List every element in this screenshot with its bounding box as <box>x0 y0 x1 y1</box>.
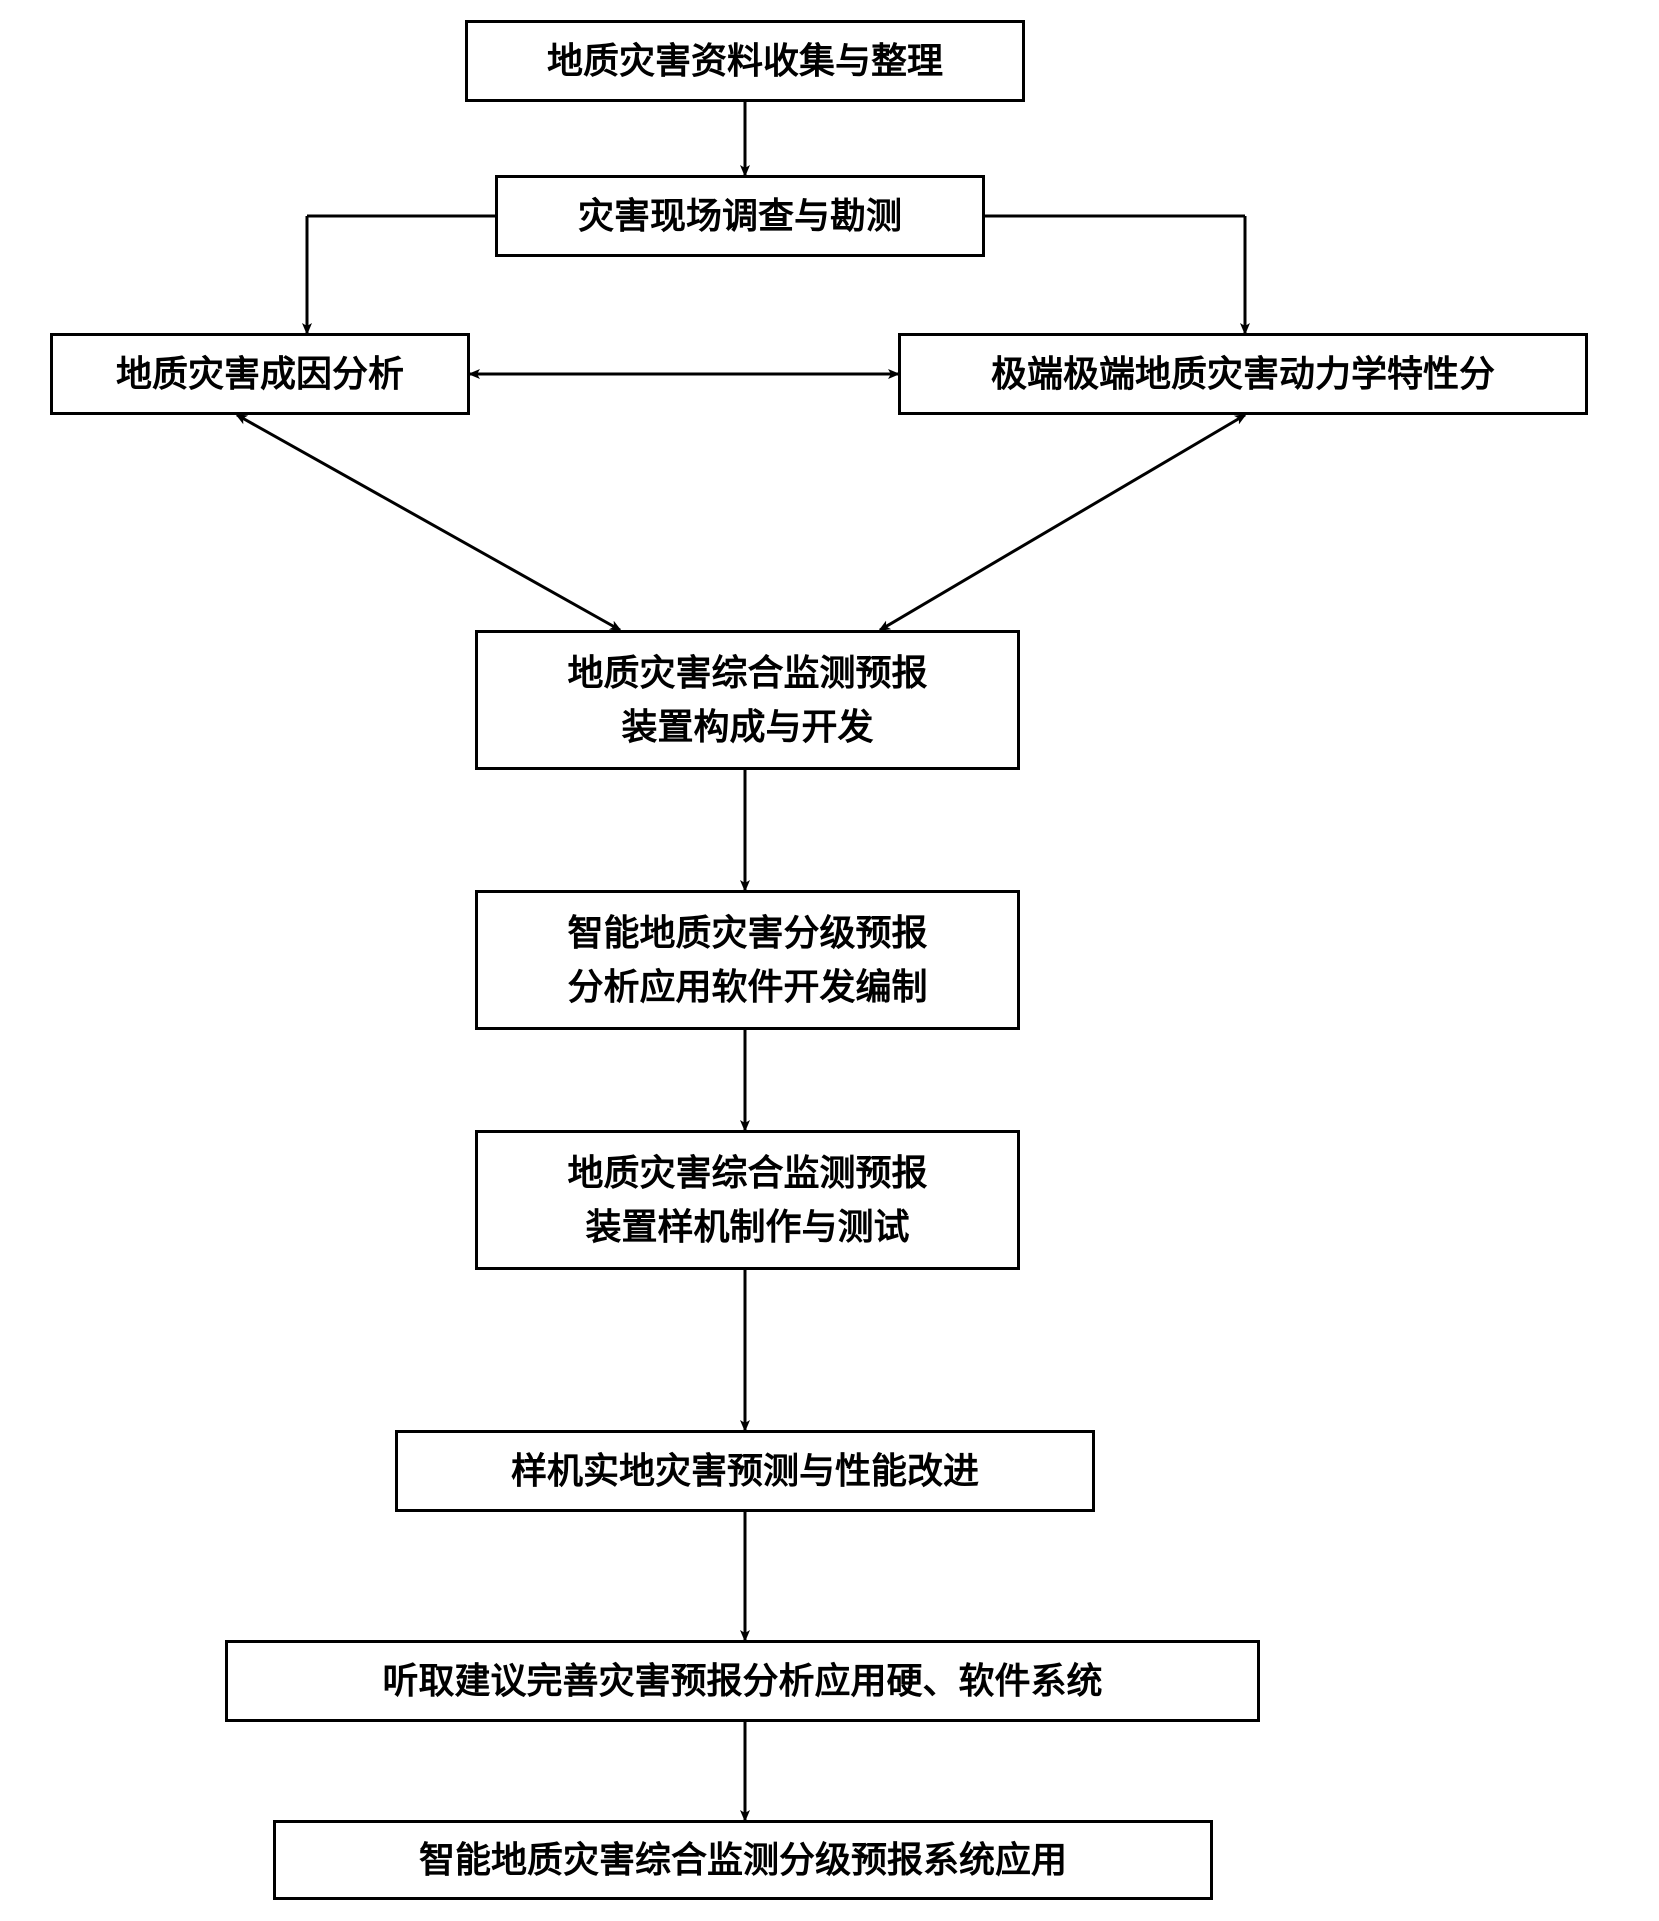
flowchart-node: 智能地质灾害综合监测分级预报系统应用 <box>273 1820 1213 1900</box>
flowchart-node: 地质灾害成因分析 <box>50 333 470 415</box>
flowchart-node: 地质灾害综合监测预报装置构成与开发 <box>475 630 1020 770</box>
flowchart-container: 地质灾害资料收集与整理灾害现场调查与勘测地质灾害成因分析 极端极端地质灾害动力学特… <box>0 0 1659 1921</box>
flowchart-node: 灾害现场调查与勘测 <box>495 175 985 257</box>
flowchart-node: 地质灾害资料收集与整理 <box>465 20 1025 102</box>
flowchart-node: 听取建议完善灾害预报分析应用硬、软件系统 <box>225 1640 1260 1722</box>
flowchart-node: 极端极端地质灾害动力学特性分 <box>898 333 1588 415</box>
flowchart-node: 智能地质灾害分级预报分析应用软件开发编制 <box>475 890 1020 1030</box>
flowchart-node: 地质灾害综合监测预报装置样机制作与测试 <box>475 1130 1020 1270</box>
flowchart-node: 样机实地灾害预测与性能改进 <box>395 1430 1095 1512</box>
